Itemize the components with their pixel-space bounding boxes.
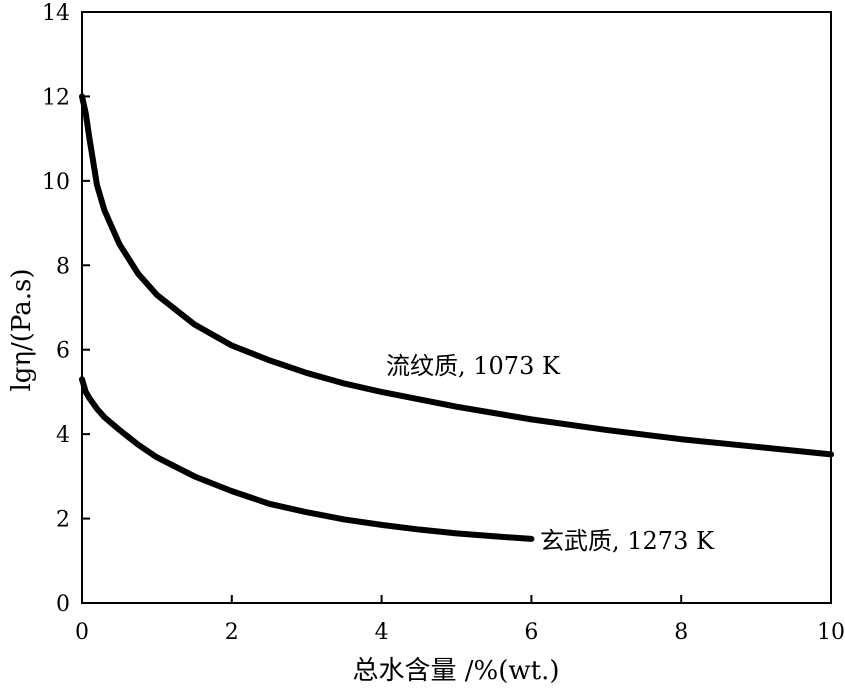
y-tick-label: 8 bbox=[56, 254, 70, 279]
y-tick-label: 0 bbox=[56, 592, 70, 617]
x-axis-title: 总水含量 /%(wt.) bbox=[353, 656, 560, 686]
series-line-1 bbox=[79, 376, 535, 542]
series-line-0 bbox=[79, 93, 834, 458]
series-annotation-0: 流纹质, 1073 K bbox=[386, 352, 561, 380]
x-tick-label: 10 bbox=[817, 620, 845, 645]
series-annotation-1: 玄武质, 1273 K bbox=[540, 527, 715, 555]
axis-ticks bbox=[81, 11, 832, 604]
x-tick-label: 2 bbox=[225, 620, 239, 645]
y-tick-label: 6 bbox=[56, 339, 70, 364]
y-tick-label: 14 bbox=[42, 1, 70, 26]
annotation-layer: 流纹质, 1073 K 玄武质, 1273 K bbox=[386, 352, 715, 555]
y-axis-title: lgη/(Pa.s) bbox=[7, 268, 37, 391]
axis-tick-labels: 0 2 4 6 8 10 0 2 4 6 8 10 12 14 bbox=[42, 1, 845, 645]
y-tick-label: 2 bbox=[56, 508, 70, 533]
x-tick-label: 0 bbox=[75, 620, 89, 645]
x-tick-label: 4 bbox=[375, 620, 389, 645]
y-tick-label: 4 bbox=[56, 423, 70, 448]
x-tick-label: 8 bbox=[674, 620, 688, 645]
series-layer bbox=[79, 93, 834, 542]
y-tick-label: 10 bbox=[42, 170, 70, 195]
plot-frame bbox=[81, 11, 832, 604]
y-tick-label: 12 bbox=[42, 85, 70, 110]
x-tick-label: 6 bbox=[524, 620, 538, 645]
